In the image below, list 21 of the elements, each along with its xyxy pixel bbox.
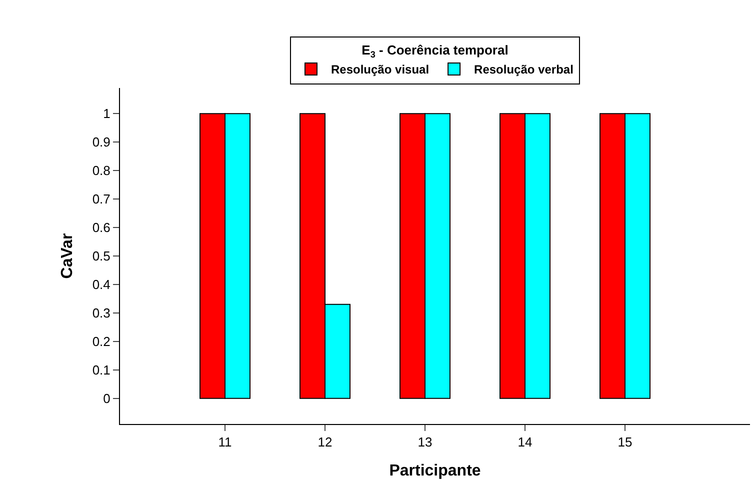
y-tick-label: 0.6	[92, 220, 110, 236]
y-tick-label: 1	[103, 106, 110, 122]
x-tick-label: 11	[218, 434, 232, 450]
y-tick-label: 0.9	[92, 134, 110, 150]
y-tick-label: 0.7	[92, 192, 110, 207]
legend-title: E$_{3}$ - Coerência temporal	[362, 42, 508, 60]
x-tick-label: 13	[418, 434, 432, 450]
y-tick-label: 0.2	[92, 334, 110, 349]
y-tick-label: 0.5	[92, 248, 110, 264]
x-tick-label: 14	[518, 434, 532, 450]
x-axis-title: Participante	[389, 462, 481, 480]
legend-label: Resolução visual	[331, 62, 430, 77]
y-tick-label: 0	[103, 390, 110, 406]
y-axis-title: CaVar	[59, 233, 76, 279]
x-tick-label: 15	[618, 434, 632, 450]
y-tick-label: 0.3	[92, 306, 110, 320]
x-tick-label: 12	[318, 434, 332, 450]
y-tick-label: 0.1	[92, 362, 110, 378]
y-tick-label: 0.4	[92, 277, 110, 292]
legend-label: Resolução verbal	[474, 62, 574, 77]
y-tick-label: 0.8	[92, 163, 110, 178]
